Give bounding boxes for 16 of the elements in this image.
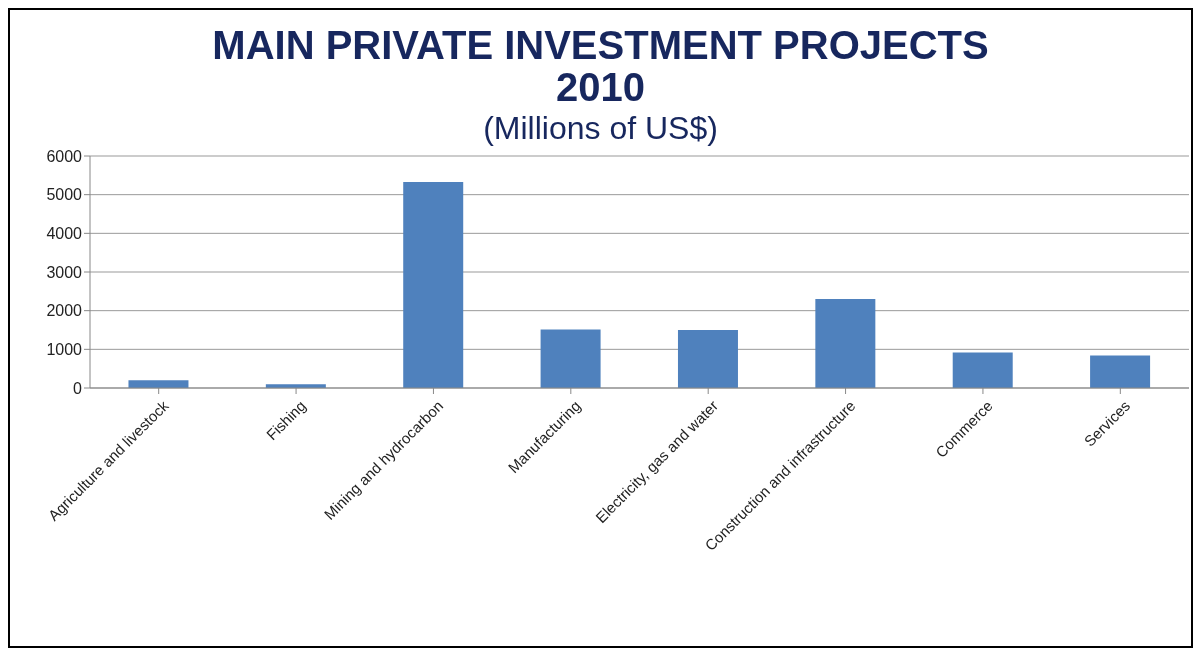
y-tick-label: 2000	[46, 302, 83, 320]
y-tick-label: 3000	[46, 263, 83, 281]
bar	[540, 329, 601, 388]
y-tick-label: 1000	[46, 341, 83, 359]
y-tick-label: 5000	[46, 186, 83, 204]
y-tick-label: 0	[73, 379, 83, 397]
bar	[128, 380, 189, 388]
y-tick-label: 6000	[46, 147, 83, 165]
chart-subtitle: (Millions of US$)	[482, 109, 719, 148]
bar	[1090, 355, 1151, 388]
bar	[815, 299, 876, 388]
bar	[952, 352, 1013, 388]
y-tick-label: 4000	[46, 225, 83, 243]
bar	[677, 330, 738, 388]
bar	[403, 181, 464, 388]
chart-title: MAIN PRIVATE INVESTMENT PROJECTS 2010	[211, 23, 990, 109]
